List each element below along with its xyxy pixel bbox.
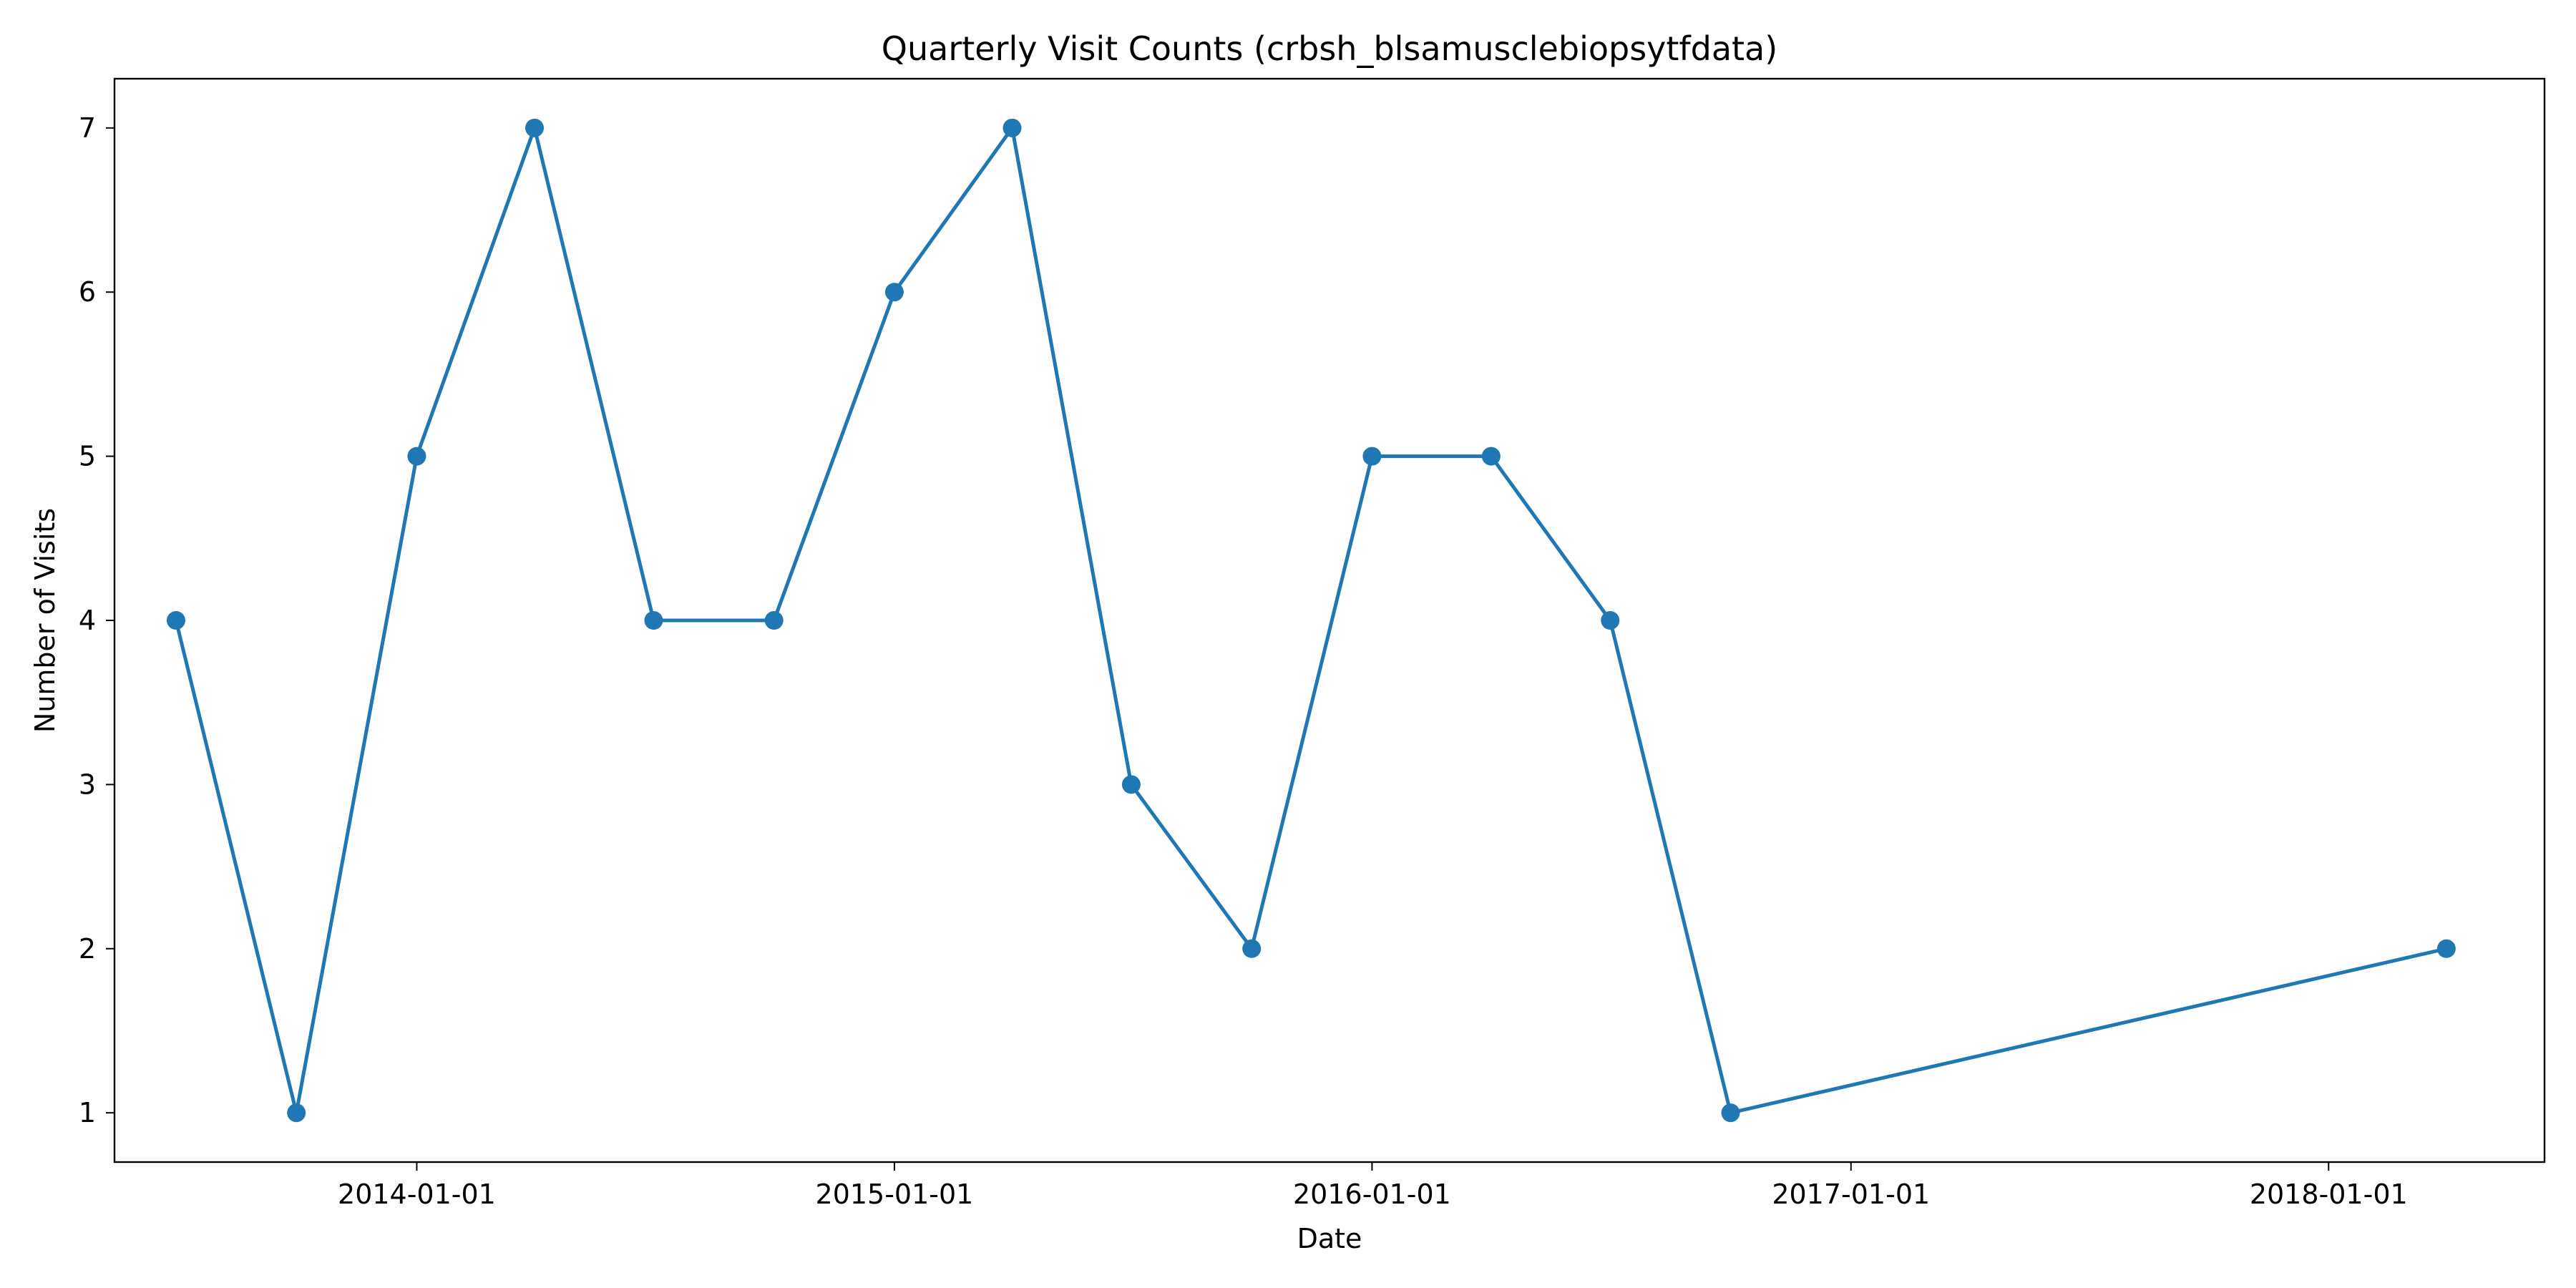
y-tick-label: 1	[79, 1097, 96, 1128]
data-point	[166, 611, 185, 630]
series-group	[166, 118, 2456, 1123]
data-point	[2436, 939, 2456, 958]
y-axis-label: Number of Visits	[29, 508, 61, 733]
data-point	[1721, 1103, 1740, 1123]
data-point	[644, 611, 663, 630]
y-tick-label: 7	[79, 112, 96, 144]
x-axis-label: Date	[1297, 1223, 1362, 1254]
data-point	[1121, 775, 1141, 794]
data-point	[407, 447, 426, 466]
data-point	[1601, 611, 1620, 630]
y-tick-label: 3	[79, 769, 96, 800]
y-tick-label: 6	[79, 276, 96, 308]
x-axis-ticks: 2014-01-01 2015-01-01 2016-01-01 2017-01-01…	[338, 1162, 2408, 1210]
chart-title: Quarterly Visit Counts (crbsh_blsamuscle…	[882, 29, 1777, 68]
data-point	[884, 283, 904, 302]
data-point	[1481, 447, 1501, 466]
y-tick-label: 4	[79, 605, 96, 636]
x-tick-label: 2016-01-01	[1293, 1179, 1451, 1210]
x-tick-label: 2015-01-01	[816, 1179, 974, 1210]
y-tick-label: 5	[79, 441, 96, 472]
data-point	[287, 1103, 306, 1123]
data-point	[764, 611, 784, 630]
data-point	[525, 118, 545, 137]
data-point	[1242, 939, 1262, 958]
x-tick-label: 2017-01-01	[1772, 1179, 1930, 1210]
x-tick-label: 2014-01-01	[338, 1179, 496, 1210]
data-point	[1362, 447, 1382, 466]
y-tick-label: 2	[79, 933, 96, 965]
plot-frame	[113, 77, 2546, 1163]
x-tick-label: 2018-01-01	[2250, 1179, 2408, 1210]
data-point	[1002, 118, 1022, 137]
y-axis-ticks: 1 2 3 4 5 6 7	[79, 112, 114, 1128]
